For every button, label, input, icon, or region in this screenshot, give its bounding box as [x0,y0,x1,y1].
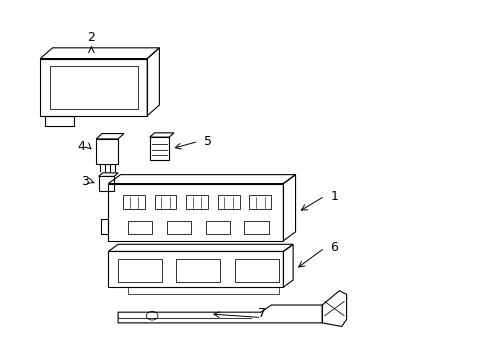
Text: 1: 1 [330,190,338,203]
Text: 7: 7 [257,307,265,320]
Text: 4: 4 [78,140,85,153]
Text: 5: 5 [203,135,212,148]
Text: 3: 3 [81,175,89,188]
Text: 6: 6 [330,241,338,255]
Text: 2: 2 [87,31,95,44]
